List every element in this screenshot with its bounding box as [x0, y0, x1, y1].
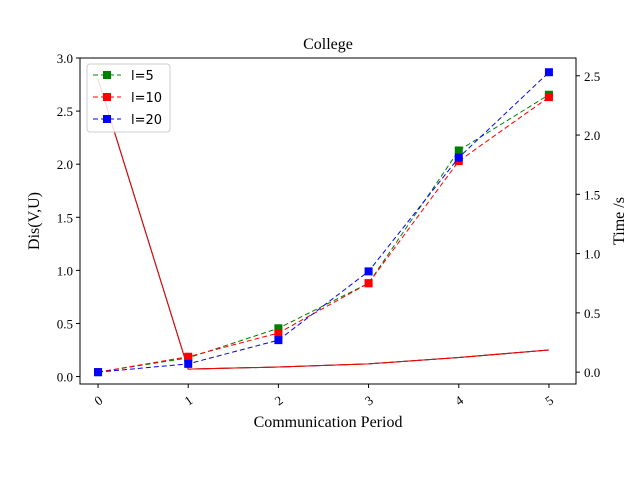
left-y-tick-label: 3.0	[57, 51, 73, 66]
x-tick-label: 1	[182, 392, 196, 408]
legend-marker	[103, 93, 111, 101]
data-point	[454, 146, 463, 155]
data-point	[274, 329, 283, 338]
x-tick-label: 5	[542, 392, 556, 408]
chart-title: College	[303, 36, 353, 53]
left-y-tick-label: 0.5	[57, 316, 73, 331]
left-y-tick-label: 1.5	[57, 210, 73, 225]
x-axis-label: Communication Period	[254, 414, 403, 431]
series-line-l20	[97, 71, 550, 373]
legend-label: l=10	[131, 91, 162, 106]
data-point	[274, 336, 283, 345]
right-y-axis: 0.0 0.5 1.0 1.5 2.0 2.5	[576, 69, 600, 380]
series-line-left-5	[97, 79, 549, 370]
x-tick-label: 2	[272, 392, 286, 408]
left-y-axis-label: Dis(V,U)	[26, 192, 43, 250]
legend-label: l=20	[131, 113, 162, 128]
left-y-tick-label: 0.0	[57, 370, 73, 385]
left-y-tick-label: 2.5	[57, 104, 73, 119]
data-point	[544, 68, 553, 77]
legend-marker	[103, 115, 111, 123]
left-y-axis: 0.0 0.5 1.0 1.5 2.0 2.5 3.0	[57, 51, 80, 385]
data-point	[454, 153, 463, 162]
x-axis: 0 1 2 3 4 5	[91, 384, 556, 408]
data-point	[184, 352, 193, 361]
right-y-tick-label: 0.5	[584, 306, 600, 321]
series-line-l10	[97, 96, 550, 373]
right-y-axis-label: Time /s	[611, 197, 628, 245]
data-point	[364, 279, 373, 288]
right-y-tick-label: 1.0	[584, 247, 600, 262]
right-y-tick-label: 2.0	[584, 128, 600, 143]
left-y-tick-label: 2.0	[57, 157, 73, 172]
data-point	[94, 368, 103, 377]
x-tick-label: 3	[362, 392, 376, 408]
series-layer	[94, 68, 553, 377]
data-point	[544, 93, 553, 102]
left-y-tick-label: 1.0	[57, 263, 73, 278]
data-point	[184, 359, 193, 368]
x-tick-label: 0	[91, 392, 105, 408]
legend-label: l=5	[131, 69, 154, 84]
legend-marker	[103, 71, 111, 79]
data-point	[274, 324, 283, 333]
data-point	[364, 267, 373, 276]
plot-frame	[79, 57, 577, 385]
right-y-tick-label: 0.0	[584, 365, 600, 380]
right-y-tick-label: 1.5	[584, 187, 600, 202]
right-y-tick-label: 2.5	[584, 69, 600, 84]
legend: l=5 l=10 l=20	[86, 63, 171, 133]
x-tick-label: 4	[452, 392, 466, 408]
